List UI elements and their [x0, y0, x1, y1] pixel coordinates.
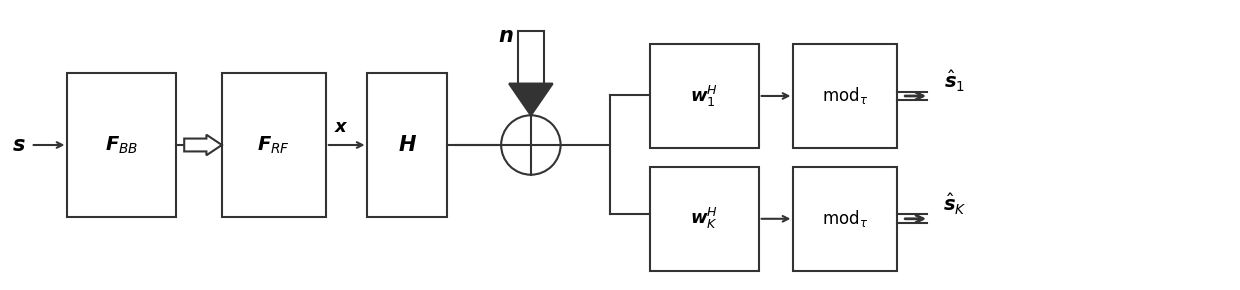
Text: $\boldsymbol{w}_K^H$: $\boldsymbol{w}_K^H$	[691, 206, 718, 231]
Bar	[650, 167, 759, 271]
Bar	[518, 31, 543, 84]
Bar	[794, 167, 898, 271]
Text: $\boldsymbol{w}_1^H$: $\boldsymbol{w}_1^H$	[691, 84, 718, 108]
Text: $\boldsymbol{s}$: $\boldsymbol{s}$	[12, 135, 26, 155]
Bar	[650, 44, 759, 148]
Text: $\boldsymbol{n}$: $\boldsymbol{n}$	[498, 26, 513, 46]
Bar	[222, 73, 326, 217]
Circle shape	[501, 115, 560, 175]
Polygon shape	[510, 84, 553, 115]
Text: $\boldsymbol{H}$: $\boldsymbol{H}$	[398, 135, 417, 155]
Bar	[367, 73, 446, 217]
Text: $\boldsymbol{F}_{BB}$: $\boldsymbol{F}_{BB}$	[105, 134, 139, 156]
Text: $\boldsymbol{F}_{RF}$: $\boldsymbol{F}_{RF}$	[258, 134, 290, 156]
Text: $\hat{\boldsymbol{s}}_1$: $\hat{\boldsymbol{s}}_1$	[944, 68, 966, 94]
Text: $\mathrm{mod}_{\tau}$: $\mathrm{mod}_{\tau}$	[822, 208, 868, 229]
Bar	[794, 44, 898, 148]
Text: $\hat{\boldsymbol{s}}_K$: $\hat{\boldsymbol{s}}_K$	[942, 191, 967, 217]
Polygon shape	[185, 135, 222, 155]
Bar	[67, 73, 176, 217]
Text: $\mathrm{mod}_{\tau}$: $\mathrm{mod}_{\tau}$	[822, 86, 868, 106]
Text: $\boldsymbol{x}$: $\boldsymbol{x}$	[335, 118, 350, 136]
